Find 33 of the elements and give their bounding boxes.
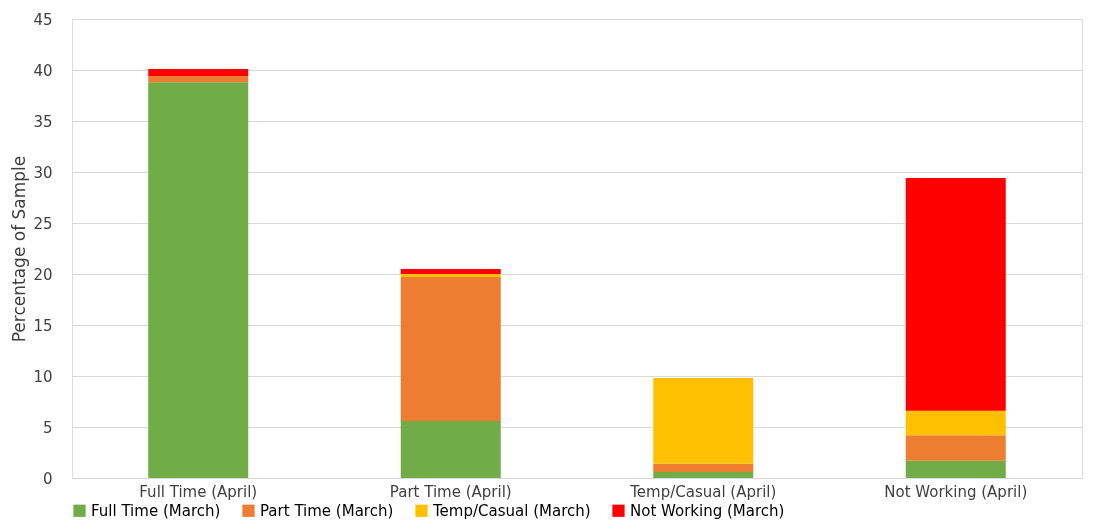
y-tick-label: 15 (33, 316, 53, 335)
y-tick-label: 45 (33, 10, 53, 29)
bar (400, 268, 501, 274)
bar (905, 178, 1006, 411)
bar (400, 277, 501, 421)
x-tick-label: Part Time (April) (389, 482, 512, 501)
x-tick-label: Full Time (April) (139, 482, 258, 501)
bar (905, 435, 1006, 461)
bar (148, 76, 249, 83)
bar (653, 463, 754, 472)
legend-label: Full Time (March) (91, 501, 221, 520)
y-tick-label: 10 (33, 367, 53, 386)
y-tick-label: 35 (33, 112, 53, 131)
bar (653, 378, 754, 464)
y-tick-label: 25 (33, 214, 53, 233)
legend-label: Not Working (March) (630, 501, 785, 520)
y-tick-label: 5 (42, 418, 53, 437)
bar (400, 420, 501, 478)
x-tick-label: Not Working (April) (884, 482, 1028, 501)
bar (148, 68, 249, 77)
y-axis-title: Percentage of Sample (9, 155, 30, 343)
bar (905, 460, 1006, 478)
bar (905, 410, 1006, 436)
y-tick-label: 20 (33, 265, 53, 284)
y-tick-label: 40 (33, 61, 53, 80)
y-tick-label: 0 (42, 469, 53, 488)
y-tick-label: 30 (33, 163, 53, 182)
bar (400, 274, 501, 278)
legend-label: Temp/Casual (March) (432, 501, 591, 520)
bar (148, 82, 249, 478)
x-tick-label: Temp/Casual (April) (629, 482, 777, 501)
bar (653, 471, 754, 478)
legend-label: Part Time (March) (260, 501, 394, 520)
